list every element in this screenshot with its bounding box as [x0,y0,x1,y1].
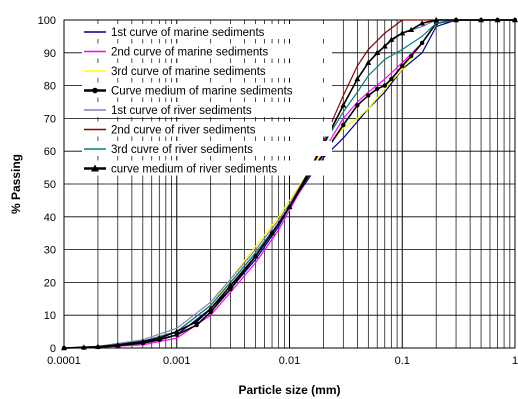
data-point [453,17,460,23]
data-point [61,345,67,351]
x-tick-label: 0.0001 [47,355,81,367]
data-point [252,253,259,259]
y-tick-label: 10 [44,310,56,322]
legend-label: Curve medium of marine sediments [111,86,293,98]
data-point [94,343,101,349]
data-point [433,17,440,23]
legend-item: 2nd curve of marine sediments [82,43,332,59]
data-point [494,17,501,23]
legend-item-background [82,43,332,59]
y-tick-label: 20 [44,277,56,289]
data-point [340,102,347,108]
legend-label: 3rd curve of marine sediments [111,66,266,78]
y-tick-label: 0 [50,343,56,355]
data-point [354,76,361,82]
data-point [419,40,425,46]
x-tick-label: 1 [512,355,518,367]
legend-item: 2nd curve of river sediments [82,121,332,137]
legend-label: 1st curve of river sediments [111,105,252,117]
legend-item-background [82,102,332,117]
y-tick-label: 50 [44,179,56,191]
legend-item: 3rd cuvre of river sediments [82,141,332,156]
data-point [365,59,372,65]
data-point [341,122,346,128]
data-point [374,49,381,55]
data-point [193,318,200,324]
data-point [400,63,405,69]
legend-item: 3rd curve of marine sediments [82,63,332,78]
legend-item: curve medium of river sediments [82,160,332,176]
legend-item-background [82,82,332,98]
data-point [399,30,406,36]
x-tick-label: 0.01 [279,355,300,367]
data-point [366,93,371,98]
legend-item-background [82,63,332,78]
data-point [139,338,146,344]
data-point [227,282,234,288]
y-tick-label: 40 [44,212,56,224]
x-tick-label: 0.1 [395,355,410,367]
legend-label: 1st curve of marine sediments [111,27,265,39]
y-axis-ticks: 0 10 20 30 40 50 60 70 80 90 100 [38,15,56,355]
plot-area-frame [63,19,516,349]
data-point [382,83,387,88]
y-tick-label: 30 [44,245,56,257]
legend-label: 3rd cuvre of river sediments [111,144,253,156]
y-tick-label: 80 [44,81,56,93]
legend-item-background [82,24,332,39]
y-axis-title: % Passing [9,154,23,214]
data-point [156,335,163,341]
data-point [80,344,87,350]
data-point [419,20,426,26]
legend-marker [91,164,99,172]
y-tick-label: 60 [44,146,56,158]
data-point [512,17,518,23]
x-axis-ticks: 0.0001 0.001 0.01 0.1 1 [47,355,518,367]
y-tick-label: 90 [44,48,56,60]
y-tick-label: 70 [44,113,56,125]
data-point [381,43,388,49]
x-axis-title: Particle size (mm) [238,383,340,397]
data-point [269,230,276,236]
legend: 1st curve of marine sediments 2nd curve o… [82,24,332,176]
data-point [389,76,394,82]
data-point [388,36,395,42]
data-point [114,342,121,348]
data-point [286,203,293,210]
legend-item-background [82,160,332,176]
data-point [408,26,415,33]
data-point [478,17,485,23]
data-point [355,103,360,108]
data-point [408,53,414,59]
legend-label: 2nd curve of river sediments [111,125,256,137]
x-tick-label: 0.001 [163,355,191,367]
legend-label: curve medium of river sediments [111,164,277,176]
legend-label: 2nd curve of marine sediments [111,47,268,59]
legend-item: 1st curve of marine sediments [82,24,332,39]
data-point [173,328,180,334]
y-tick-label: 100 [38,15,56,27]
legend-item-background [82,141,332,156]
data-point [375,86,380,92]
legend-item: Curve medium of marine sediments [82,82,332,98]
legend-item: 1st curve of river sediments [82,102,332,117]
legend-item-background [82,121,332,137]
legend-marker [92,87,98,94]
data-point [207,305,214,311]
